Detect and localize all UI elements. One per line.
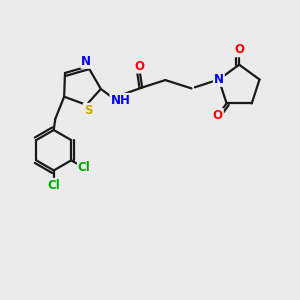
Text: NH: NH xyxy=(110,94,130,107)
Text: S: S xyxy=(84,104,92,117)
Text: O: O xyxy=(135,60,145,73)
Text: O: O xyxy=(213,109,223,122)
Text: O: O xyxy=(234,43,244,56)
Text: N: N xyxy=(214,73,224,86)
Text: Cl: Cl xyxy=(47,179,60,192)
Text: N: N xyxy=(81,55,91,68)
Text: Cl: Cl xyxy=(78,161,91,174)
